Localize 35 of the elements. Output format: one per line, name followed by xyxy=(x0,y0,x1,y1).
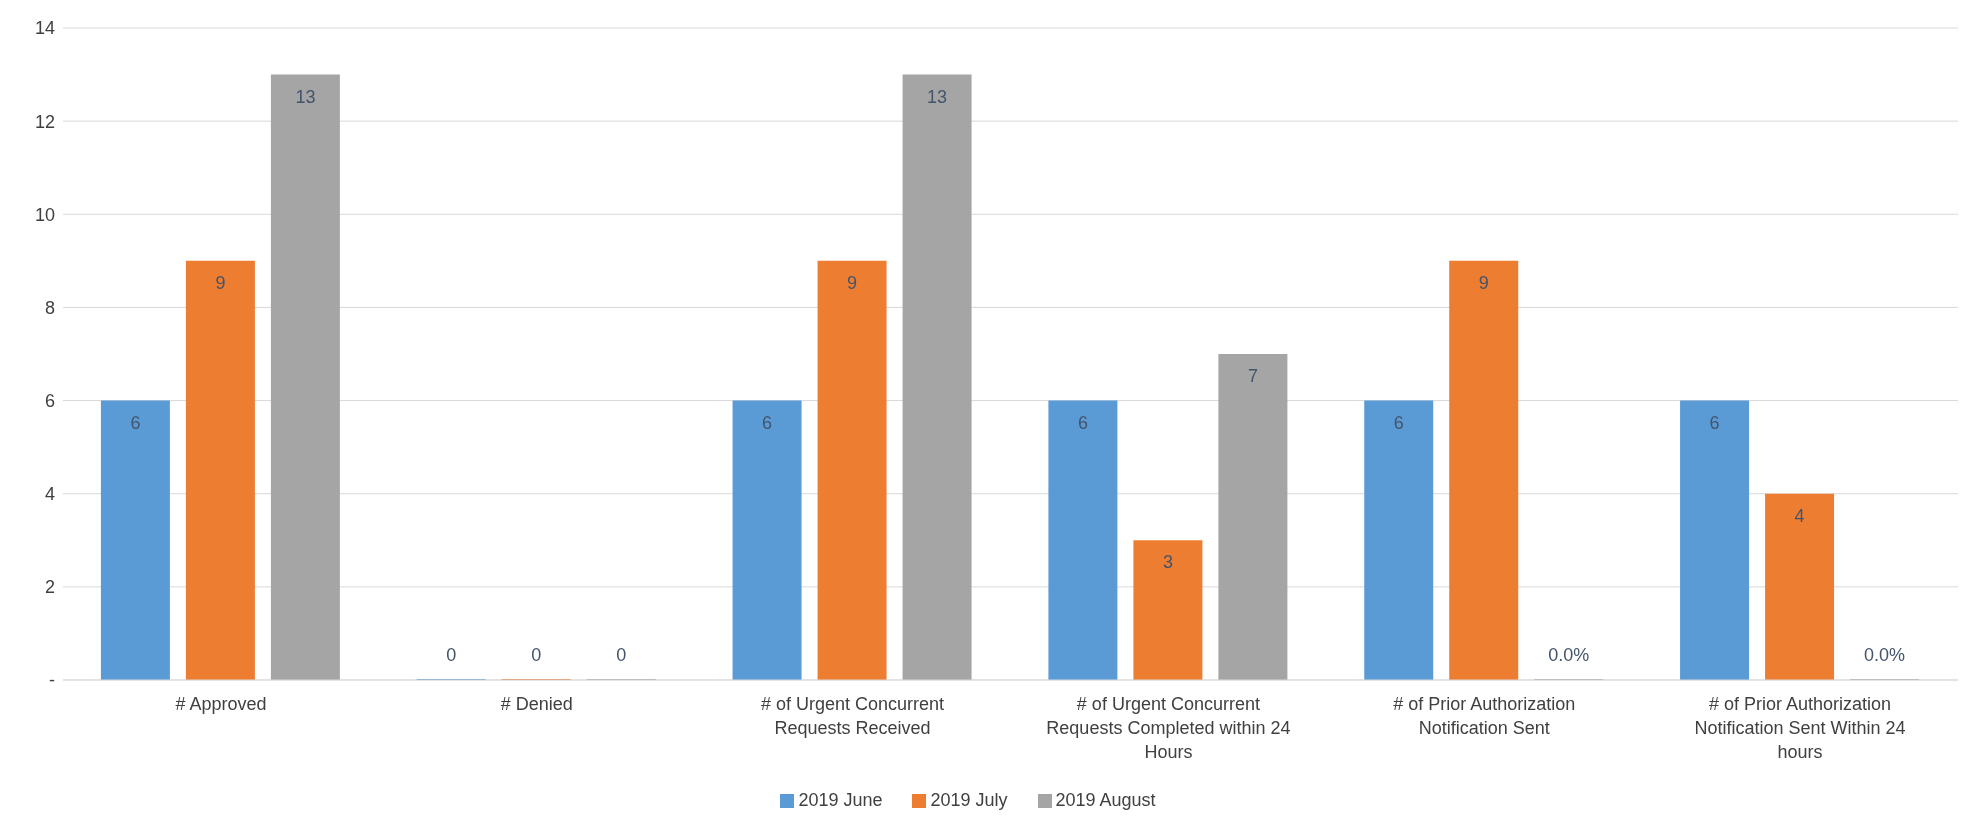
data-label: 6 xyxy=(1393,412,1404,433)
data-label: 6 xyxy=(762,412,773,433)
data-label: 4 xyxy=(1794,505,1805,526)
y-tick-label: 8 xyxy=(44,297,55,318)
y-tick-label: 14 xyxy=(34,18,55,39)
y-tick-label: 6 xyxy=(44,390,55,411)
x-tick-label: # Approved xyxy=(175,694,267,714)
data-label: 0 xyxy=(446,645,457,665)
data-label: 3 xyxy=(1162,552,1173,573)
x-tick-label: # of Urgent Concurrent Requests Completed within 24 Hours xyxy=(1046,694,1291,762)
legend-label: 2019 July xyxy=(930,790,1008,810)
x-tick-label: # of Prior Authorization Notification Sent xyxy=(1393,694,1576,738)
x-tick-label: # of Prior Authorization Notification Sent Within 24 hours xyxy=(1694,694,1906,762)
data-label: 0.0% xyxy=(1864,645,1906,665)
data-label: 7 xyxy=(1247,366,1258,386)
data-label: 13 xyxy=(927,86,948,107)
y-tick-label: 2 xyxy=(44,577,55,598)
data-label: 6 xyxy=(130,412,141,433)
y-tick-label: 10 xyxy=(34,204,55,225)
data-label: 9 xyxy=(215,272,226,293)
x-tick-label: # of Urgent Concurrent Requests Received xyxy=(761,694,945,738)
x-tick-label: # Denied xyxy=(500,694,573,714)
y-tick-label: 12 xyxy=(34,111,55,132)
data-label: 0 xyxy=(616,645,627,665)
data-label: 6 xyxy=(1077,412,1088,433)
legend-label: 2019 August xyxy=(1055,790,1156,810)
data-label: 0.0% xyxy=(1548,645,1590,665)
data-label: 9 xyxy=(1478,272,1489,293)
data-label: 9 xyxy=(847,272,858,293)
data-label: 13 xyxy=(295,86,316,107)
data-label: 0 xyxy=(531,645,542,665)
data-label: 6 xyxy=(1709,412,1720,433)
y-tick-label: 4 xyxy=(44,484,55,505)
legend-label: 2019 June xyxy=(798,790,883,810)
y-tick-label: - xyxy=(49,670,55,691)
